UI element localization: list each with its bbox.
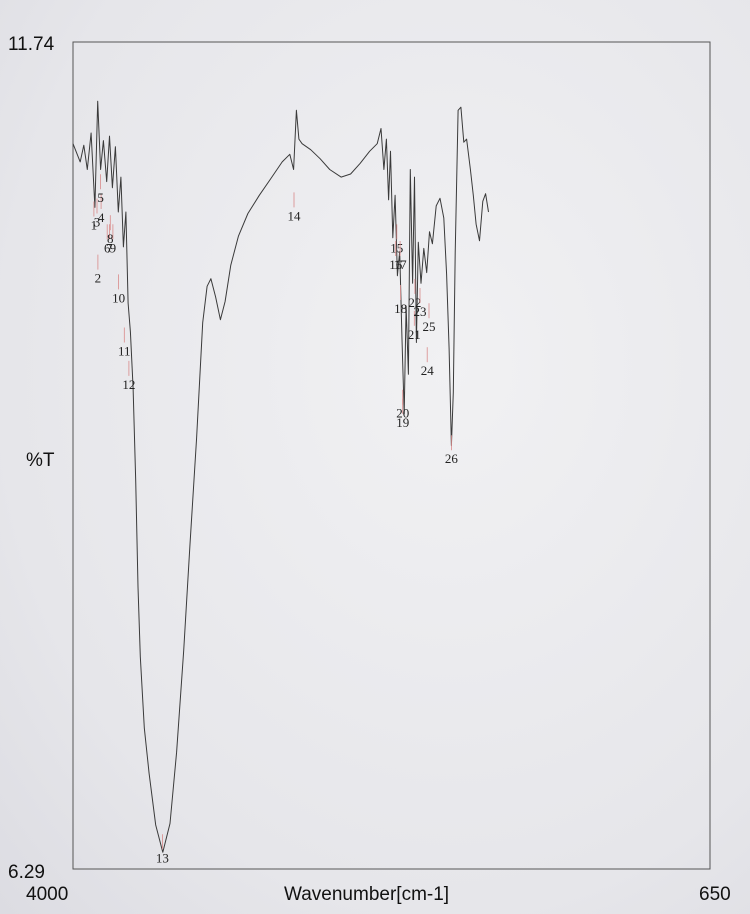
peak-label: 11 xyxy=(118,344,131,359)
peak-label: 14 xyxy=(288,208,302,223)
x-start-label: 4000 xyxy=(26,884,69,905)
peak-label: 24 xyxy=(421,363,435,378)
peak-label: 26 xyxy=(445,451,459,466)
peak-label: 13 xyxy=(156,850,169,865)
peak-label-layer: 1234567891011121314151617181920212223242… xyxy=(91,174,459,865)
peak-label: 20 xyxy=(396,406,409,421)
peak-label: 16 xyxy=(389,257,403,272)
peak-label: 22 xyxy=(408,295,421,310)
peak-label: 10 xyxy=(112,290,125,305)
peak-label: 23 xyxy=(414,304,427,319)
peak-label: 1 xyxy=(91,218,98,233)
peak-label: 6 xyxy=(104,240,111,255)
peak-label: 25 xyxy=(423,319,436,334)
peak-label: 5 xyxy=(97,190,104,205)
x-axis-title: Wavenumber[cm-1] xyxy=(284,884,450,905)
peak-label: 3 xyxy=(94,215,101,230)
series-layer xyxy=(72,100,489,853)
peak-label: 4 xyxy=(98,210,105,225)
x-end-label: 650 xyxy=(699,884,731,905)
peak-label: 8 xyxy=(107,231,114,246)
plot-frame xyxy=(72,41,711,870)
peak-label: 21 xyxy=(408,327,421,342)
peak-label: 2 xyxy=(95,271,102,286)
peak-label: 9 xyxy=(110,240,117,255)
peak-label: 7 xyxy=(106,240,113,255)
y-max-label: 11.74 xyxy=(8,34,55,55)
y-axis-title: %T xyxy=(26,450,55,471)
peak-label: 18 xyxy=(394,301,407,316)
peak-label: 17 xyxy=(394,257,408,272)
peak-label: 12 xyxy=(122,377,135,392)
spectrum-line xyxy=(72,100,489,853)
peak-label: 19 xyxy=(396,415,409,430)
y-min-label: 6.29 xyxy=(8,862,45,883)
peak-label: 15 xyxy=(390,240,403,255)
